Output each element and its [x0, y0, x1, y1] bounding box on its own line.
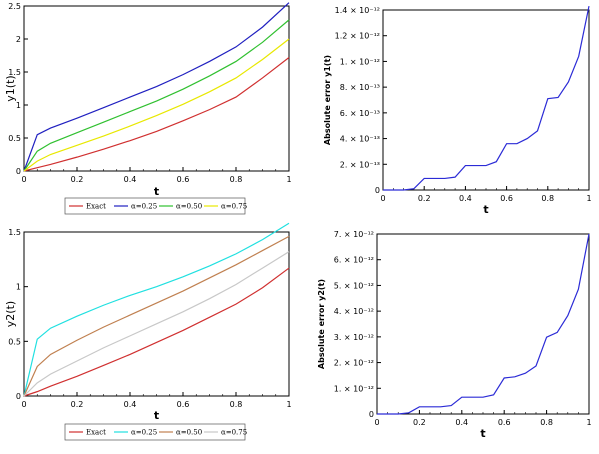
series-line-4	[23, 38, 290, 172]
y-tick-label: 4. × 10⁻¹²	[334, 307, 374, 316]
x-tick-label: 1	[286, 400, 291, 409]
x-tick-label: 0.8	[540, 418, 553, 427]
y-tick-label: 0	[16, 167, 21, 176]
y-tick-label: 1. × 10⁻¹²	[340, 57, 380, 66]
x-axis-label: t	[483, 203, 488, 216]
series-line-4	[23, 251, 290, 397]
legend-label: Exact	[86, 203, 106, 211]
x-tick-label: 0.2	[418, 194, 431, 203]
y-tick-label: 1.4 × 10⁻¹²	[335, 6, 380, 15]
y-tick-label: 1. × 10⁻¹²	[334, 384, 374, 393]
x-tick-label: 0.6	[498, 418, 511, 427]
x-axis-label: t	[154, 185, 159, 198]
x-tick-label: 0.6	[177, 175, 190, 184]
plot-frame	[23, 5, 290, 172]
y-tick-label: 2.5	[8, 2, 21, 11]
y-tick-label: 7. × 10⁻¹²	[334, 230, 374, 239]
x-tick-label: 0	[21, 400, 26, 409]
series-line-3	[23, 235, 290, 397]
y-tick-label: 0.5	[8, 337, 21, 346]
y-tick-label: 8. × 10⁻¹³	[340, 83, 380, 92]
x-tick-label: 0.8	[230, 175, 243, 184]
x-tick-label: 0.6	[177, 400, 190, 409]
series-line-1	[23, 267, 290, 397]
series-line-2	[23, 2, 290, 172]
legend-label: α=0.50	[176, 203, 202, 211]
chart-3: 0 0.2 0.4 0.6 0.8 1 0 2. × 10⁻¹³ 4. × 10⁻¹³ 6. × …	[323, 6, 592, 216]
y-tick-label: 1.5	[8, 228, 21, 237]
x-tick-label: 0.4	[124, 400, 137, 409]
x-tick-label: 0.4	[455, 418, 468, 427]
x-tick-label: 0	[21, 175, 26, 184]
y-tick-label: 1.5	[8, 68, 21, 77]
legend-label: α=0.75	[221, 203, 247, 211]
y-tick-label: 5. × 10⁻¹²	[334, 281, 374, 290]
x-tick-label: 0.6	[500, 194, 513, 203]
x-tick-label: 0.2	[71, 175, 84, 184]
y-tick-label: 2. × 10⁻¹²	[334, 359, 374, 368]
y-tick-label: 1.2 × 10⁻¹²	[335, 32, 380, 41]
x-axis-label: t	[154, 409, 159, 422]
y-tick-label: 1	[16, 283, 21, 292]
y-tick-label: 2. × 10⁻¹³	[340, 160, 380, 169]
x-tick-label: 0.8	[230, 400, 243, 409]
y-tick-label: 3. × 10⁻¹²	[334, 333, 374, 342]
legend-label: Exact	[86, 429, 106, 437]
x-tick-label: 0.4	[459, 194, 472, 203]
y-tick-label: 0	[16, 392, 21, 401]
legend-label: α=0.75	[221, 429, 247, 437]
x-tick-label: 1	[586, 194, 591, 203]
series-line-3	[23, 19, 290, 172]
y-axis-label: y1(t)	[4, 75, 17, 101]
y-tick-label: 4. × 10⁻¹³	[340, 135, 380, 144]
y-tick-label: 6. × 10⁻¹²	[334, 256, 374, 265]
plot-frame	[23, 231, 290, 397]
y-axis-label: Absolute error y1(t)	[323, 55, 332, 145]
legend-box	[64, 423, 246, 441]
legend-box	[64, 197, 246, 215]
x-tick-label: 0.2	[413, 418, 426, 427]
y-tick-label: 1	[16, 101, 21, 110]
x-tick-label: 0.8	[541, 194, 554, 203]
x-tick-label: 0	[380, 194, 385, 203]
y-tick-label: 2	[16, 35, 21, 44]
x-tick-label: 1	[586, 418, 591, 427]
series-line-2	[23, 222, 290, 397]
series-line-1	[377, 233, 590, 415]
series-line-1	[23, 57, 290, 172]
x-tick-label: 0.4	[124, 175, 137, 184]
legend-label: α=0.25	[131, 429, 157, 437]
x-tick-label: 0	[374, 418, 379, 427]
series-line-1	[383, 6, 590, 191]
y-tick-label: 0	[375, 186, 380, 195]
x-axis-label: t	[480, 427, 485, 440]
chart-1: 0 0.2 0.4 0.6 0.8 1 0 0.5 1 1.5 2 2.5 t y1(t) Exact α=0…	[4, 2, 292, 215]
plot-frame	[376, 233, 590, 415]
y-tick-label: 0	[369, 410, 374, 419]
legend-label: α=0.25	[131, 203, 157, 211]
chart-4: 0 0.2 0.4 0.6 0.8 1 0 1. × 10⁻¹² 2. × 10⁻¹² 3. × …	[317, 230, 592, 440]
chart-2: 0 0.2 0.4 0.6 0.8 1 0 0.5 1 1.5 t y2(t) Exact α=0.25 α…	[4, 222, 292, 441]
y-axis-label: y2(t)	[4, 301, 17, 327]
y-tick-label: 6. × 10⁻¹³	[340, 109, 380, 118]
y-axis-label: Absolute error y2(t)	[317, 279, 326, 369]
legend-label: α=0.50	[176, 429, 202, 437]
x-tick-label: 0.2	[71, 400, 84, 409]
plot-frame	[382, 9, 590, 191]
x-tick-label: 1	[286, 175, 291, 184]
y-tick-label: 0.5	[8, 134, 21, 143]
